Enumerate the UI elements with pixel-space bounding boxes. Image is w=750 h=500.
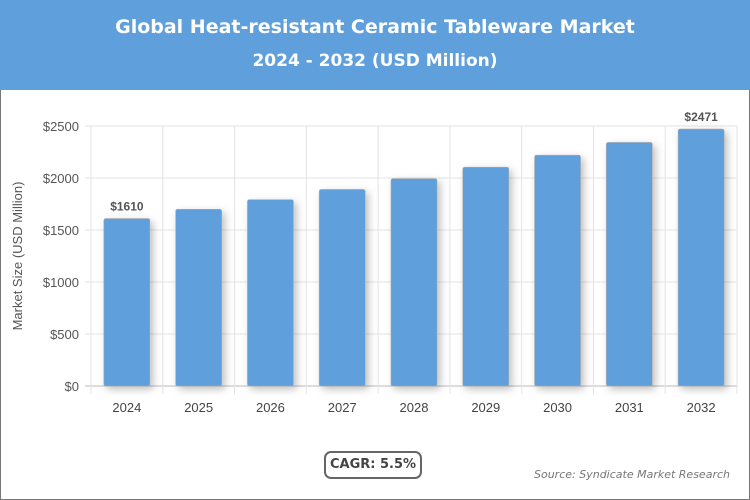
- y-tick-label: $0: [65, 379, 79, 394]
- x-tick-label: 2024: [112, 400, 141, 415]
- chart-subtitle: 2024 - 2032 (USD Million): [252, 51, 498, 71]
- bar: [103, 218, 151, 387]
- chart-header: Global Heat-resistant Ceramic Tableware …: [0, 0, 750, 90]
- bar: [534, 154, 581, 387]
- chart-title: Global Heat-resistant Ceramic Tableware …: [115, 16, 635, 38]
- bar: [677, 128, 725, 387]
- data-label: $2471: [684, 110, 718, 124]
- x-tick-label: 2029: [471, 400, 500, 415]
- x-tick-label: 2031: [615, 400, 644, 415]
- bar: [247, 199, 294, 387]
- x-tick-label: 2025: [184, 400, 213, 415]
- bar: [175, 209, 222, 387]
- x-tick-label: 2027: [328, 400, 357, 415]
- bar: [462, 166, 510, 387]
- data-label: $1610: [110, 200, 144, 214]
- bar: [318, 189, 366, 387]
- y-tick-label: $500: [50, 327, 79, 342]
- x-tick-label: 2028: [400, 400, 429, 415]
- y-axis-title: Market Size (USD Million): [10, 182, 25, 331]
- source-note: Source: Syndicate Market Research: [534, 468, 730, 481]
- y-tick-label: $2000: [43, 171, 79, 186]
- x-tick-label: 2026: [256, 400, 285, 415]
- y-tick-label: $1000: [43, 275, 79, 290]
- y-tick-label: $2500: [43, 119, 79, 134]
- x-tick-label: 2032: [687, 400, 716, 415]
- cagr-badge: CAGR: 5.5%: [324, 451, 422, 479]
- bar: [606, 142, 653, 387]
- y-tick-label: $1500: [43, 223, 79, 238]
- bar: [390, 178, 438, 387]
- x-tick-label: 2030: [543, 400, 572, 415]
